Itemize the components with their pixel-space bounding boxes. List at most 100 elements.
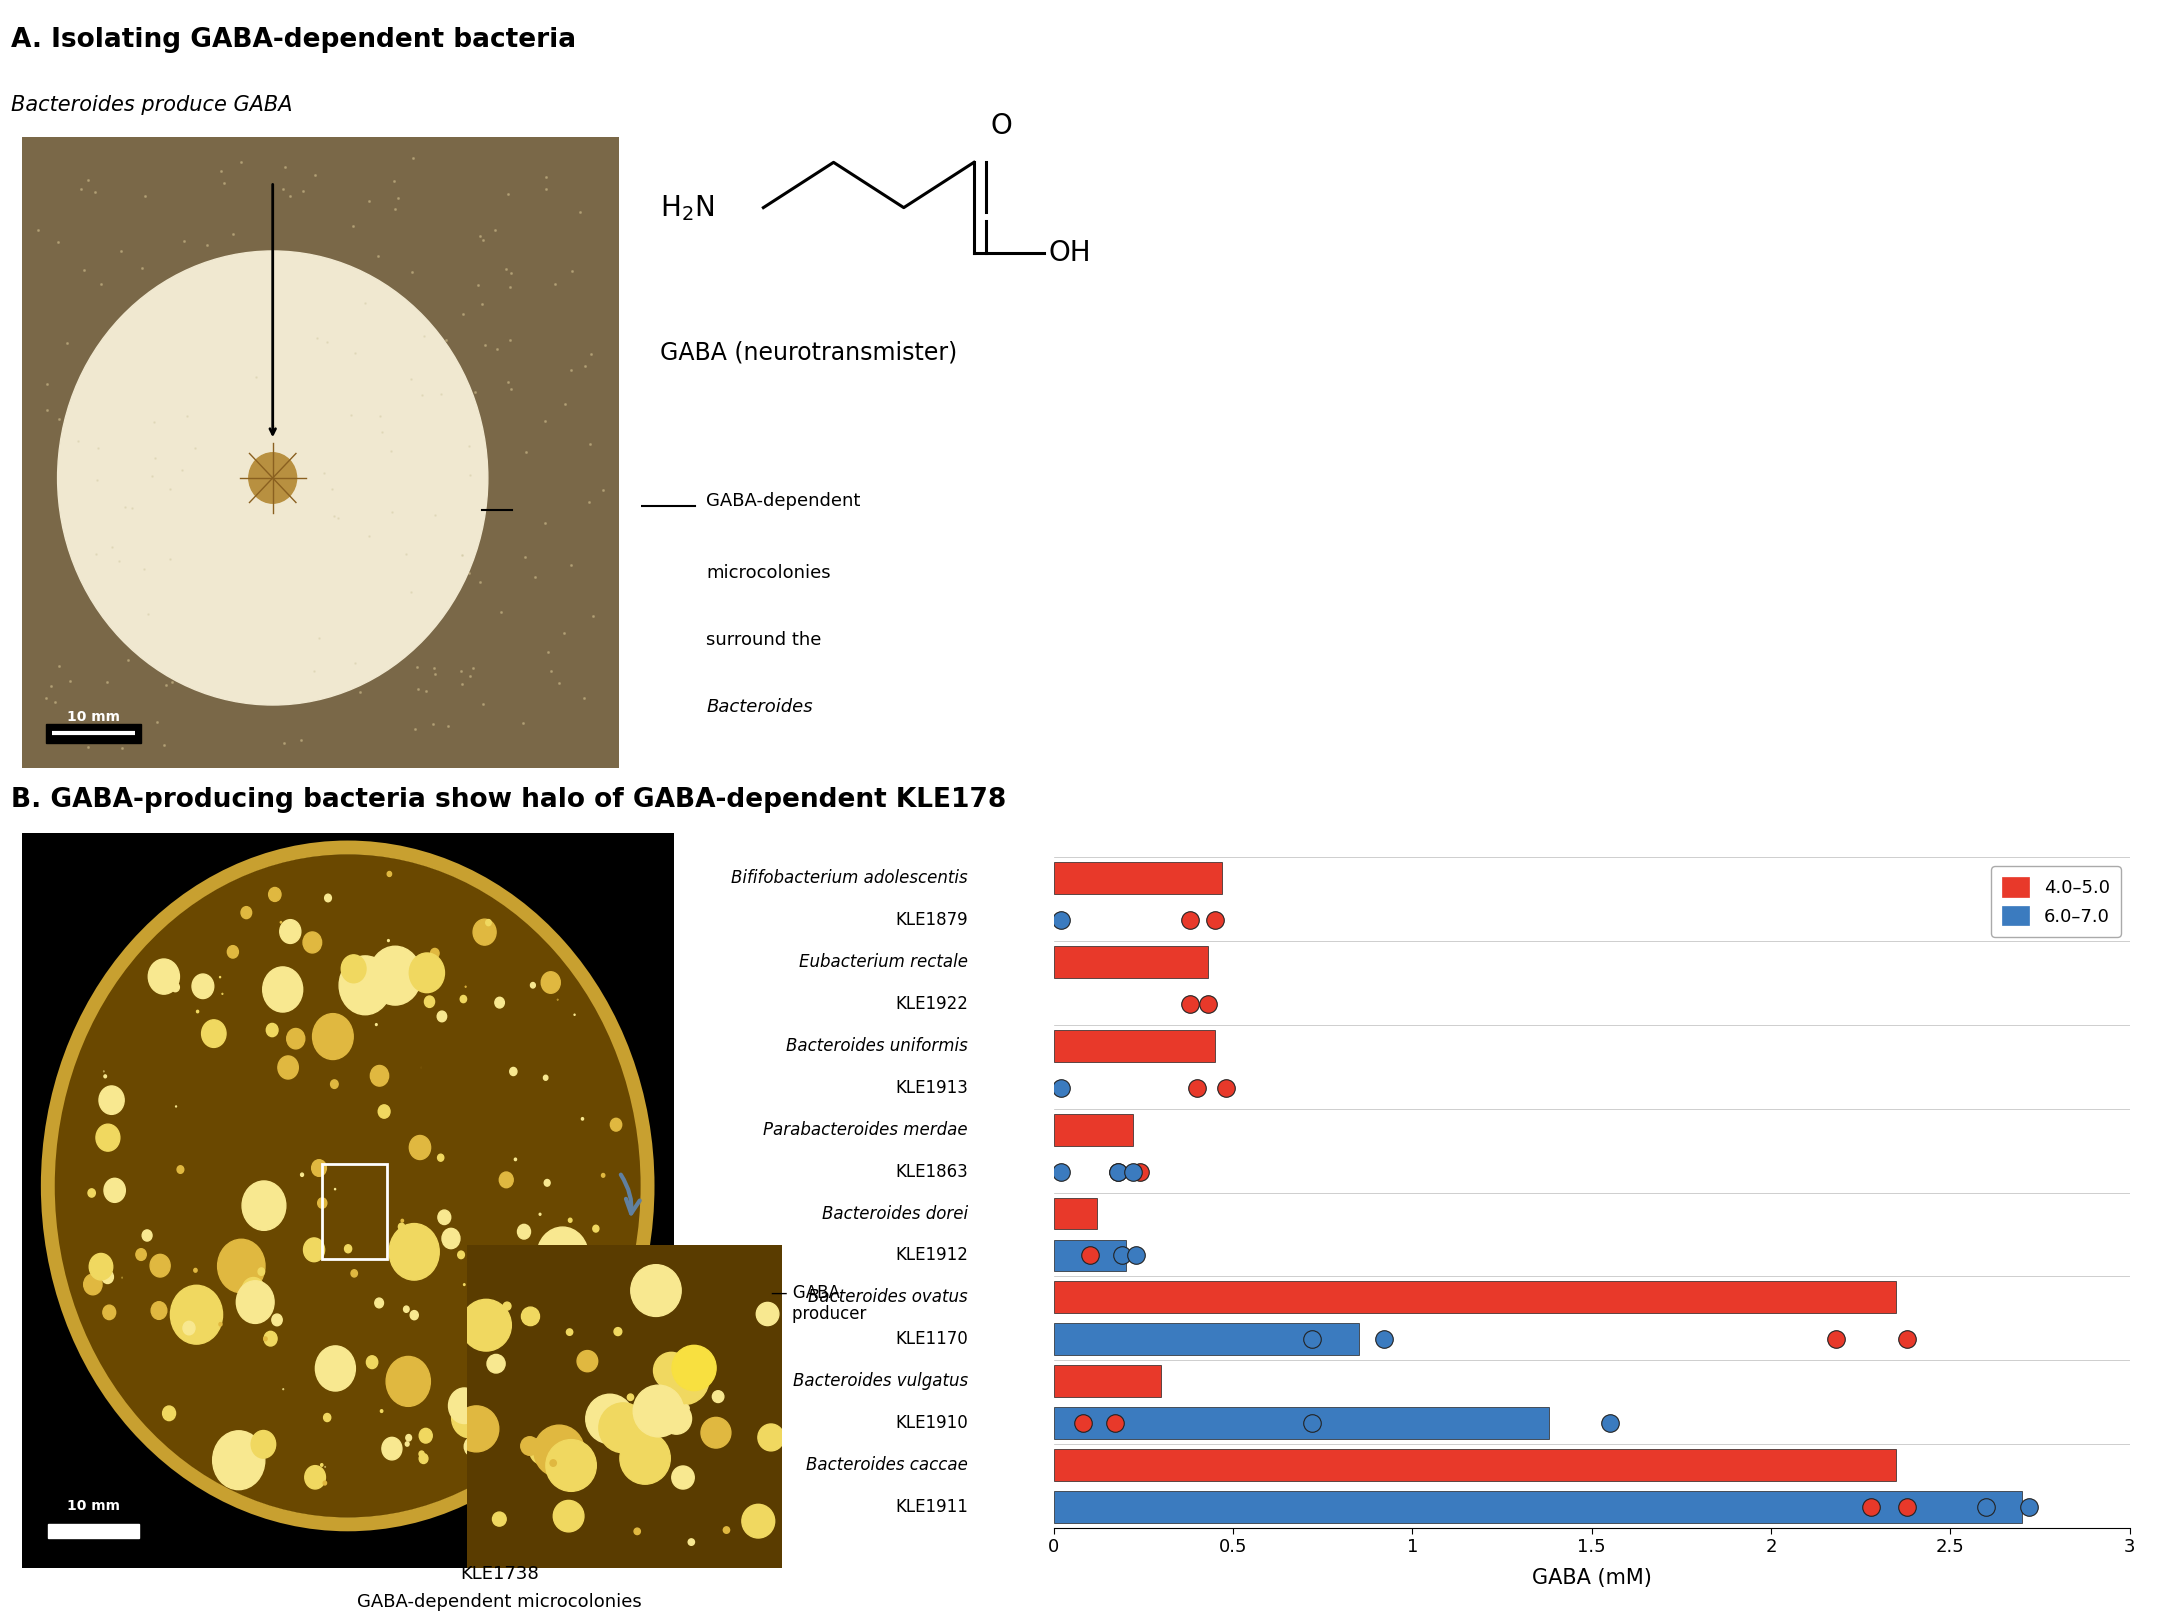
Circle shape [183, 1321, 196, 1336]
Point [274, 437, 309, 462]
Bar [1054, 1198, 1097, 1229]
Circle shape [102, 1305, 115, 1319]
Circle shape [682, 1405, 689, 1412]
Circle shape [530, 1438, 556, 1465]
Circle shape [272, 1315, 282, 1326]
Point [163, 522, 198, 548]
Point [571, 432, 606, 458]
Point [1197, 907, 1232, 933]
Point [93, 534, 128, 559]
Circle shape [513, 1413, 526, 1428]
Point [28, 396, 63, 422]
Point [493, 273, 528, 299]
Point [228, 488, 263, 514]
Point [356, 663, 391, 689]
Point [1119, 1242, 1154, 1268]
Point [85, 270, 120, 296]
Point [80, 467, 115, 493]
Point [1104, 1242, 1139, 1268]
Point [128, 183, 163, 209]
Circle shape [554, 1501, 585, 1531]
Text: — GABA
    producer: — GABA producer [771, 1284, 867, 1323]
Point [398, 716, 432, 742]
Point [528, 176, 563, 202]
Point [443, 658, 478, 684]
Point [1295, 1410, 1330, 1436]
Point [185, 550, 219, 576]
Point [567, 354, 602, 380]
Point [389, 451, 424, 477]
Circle shape [311, 1159, 326, 1176]
Circle shape [406, 1434, 411, 1441]
Point [287, 243, 322, 268]
Point [395, 437, 430, 462]
Point [224, 149, 259, 175]
Circle shape [669, 1277, 676, 1284]
Circle shape [330, 1080, 339, 1088]
Text: surround the: surround the [706, 631, 821, 650]
Point [104, 736, 139, 762]
Bar [1054, 1407, 1549, 1439]
Point [354, 568, 389, 593]
Point [417, 661, 452, 687]
Circle shape [689, 1539, 695, 1546]
Circle shape [96, 1124, 120, 1151]
Point [98, 401, 133, 427]
Circle shape [511, 1067, 517, 1075]
Circle shape [269, 888, 280, 901]
Point [348, 521, 382, 547]
Circle shape [448, 1387, 480, 1423]
Point [554, 551, 589, 577]
Point [508, 545, 543, 571]
Circle shape [522, 1438, 539, 1455]
Circle shape [191, 973, 213, 999]
Point [491, 181, 526, 207]
Circle shape [535, 1425, 585, 1476]
Circle shape [263, 1337, 267, 1340]
Text: B. GABA-producing bacteria show halo of GABA-dependent KLE178: B. GABA-producing bacteria show halo of … [11, 787, 1006, 813]
Point [67, 257, 102, 283]
Point [196, 420, 230, 446]
Circle shape [619, 1433, 669, 1484]
Circle shape [280, 920, 300, 943]
Text: H$_2$N: H$_2$N [661, 192, 715, 223]
Circle shape [635, 1528, 641, 1535]
Point [465, 692, 500, 718]
Bar [46, 724, 141, 742]
Point [104, 359, 139, 385]
Circle shape [241, 1277, 265, 1303]
Bar [48, 1525, 139, 1538]
Text: GABA (neurotransmister): GABA (neurotransmister) [661, 341, 958, 364]
Circle shape [419, 1428, 432, 1442]
Point [272, 183, 306, 209]
Circle shape [661, 1404, 691, 1434]
Circle shape [537, 1227, 589, 1286]
Bar [1054, 1491, 2021, 1523]
Circle shape [176, 1166, 185, 1174]
Circle shape [600, 1404, 648, 1452]
Point [417, 501, 452, 527]
Text: Bacteroides uniformis: Bacteroides uniformis [787, 1036, 967, 1054]
Point [67, 490, 102, 516]
Point [343, 383, 378, 409]
Point [563, 199, 598, 225]
Circle shape [382, 1438, 402, 1460]
Point [445, 301, 480, 327]
Point [267, 154, 302, 179]
Point [1208, 1075, 1243, 1101]
Circle shape [543, 1179, 550, 1187]
Circle shape [671, 1467, 693, 1489]
Point [302, 624, 337, 650]
Circle shape [578, 1350, 598, 1371]
Point [506, 710, 541, 736]
Point [493, 260, 528, 286]
Point [52, 668, 87, 694]
Point [126, 556, 161, 582]
Point [235, 682, 269, 708]
Point [493, 375, 528, 401]
Point [339, 650, 374, 676]
Point [183, 493, 217, 519]
Point [335, 344, 369, 370]
Point [1043, 1075, 1078, 1101]
Circle shape [487, 1355, 504, 1373]
